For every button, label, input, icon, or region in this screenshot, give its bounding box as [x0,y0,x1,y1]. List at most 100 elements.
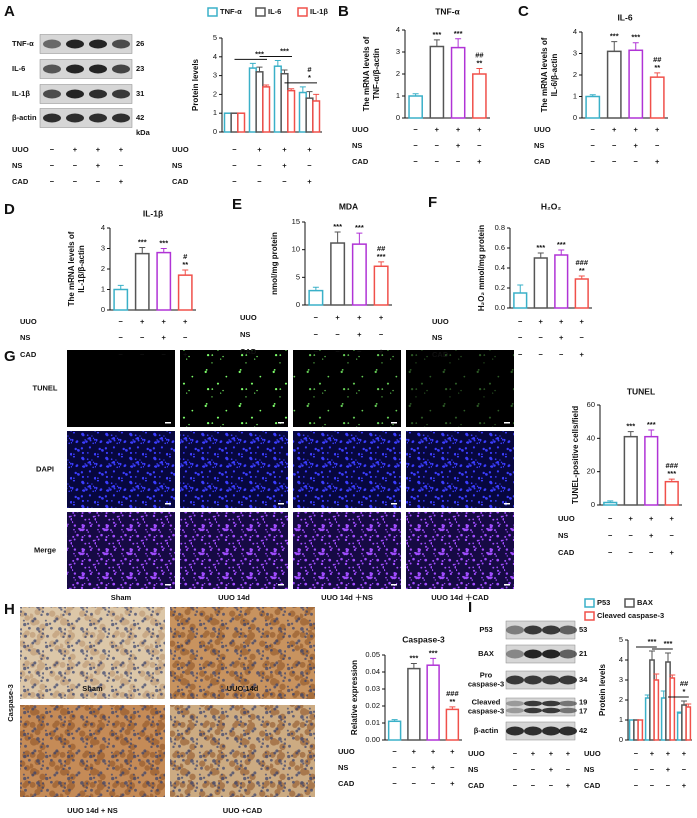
condition-mark: − [232,177,237,186]
condition-mark: + [379,347,384,356]
error-bar [256,66,263,72]
condition-mark: + [96,145,101,154]
y-tick-label: 0 [396,113,400,122]
legend-swatch [297,7,308,17]
condition-label: NS [172,161,182,170]
error-bar [139,246,146,254]
condition-mark: − [435,141,440,150]
condition-mark: + [450,747,455,756]
error-bar [649,650,655,660]
y-tick-label: 0.6 [495,243,505,252]
significance-label: ### [665,461,678,470]
y-tick-label: 3 [213,71,217,80]
condition-label: UUO [172,145,189,154]
blot-band [506,649,524,659]
condition-label: UUO [240,313,257,322]
condition-mark: − [50,145,55,154]
condition-mark: − [608,514,613,523]
micrograph-signal [293,431,401,508]
condition-label: NS [432,333,442,342]
condition-label: NS [558,531,568,540]
condition-mark: + [73,145,78,154]
condition-mark: + [649,531,654,540]
y-tick-label: 1 [101,284,105,293]
significance-label: *** [647,420,656,429]
significance-label: ### [446,689,459,698]
panel-letter: B [338,3,349,20]
scale-bar [278,422,284,424]
condition-mark: − [282,177,287,186]
blot-label: β-actin [474,726,499,735]
error-bar [117,284,124,290]
error-bar [578,275,585,279]
y-tick-label: 1 [213,108,217,117]
bar [134,252,150,311]
legend-swatch [255,7,266,17]
significance-label: * [683,687,686,696]
blot-kda: 34 [579,675,588,684]
image-row-label: TUNEL [33,383,58,392]
blot-label: Cleaved [472,697,501,706]
y-tick-label: 4 [619,655,623,664]
chart-title: MDA [339,201,358,211]
condition-mark: − [257,161,262,170]
significance-label: ## [680,679,689,688]
condition-mark: + [431,747,436,756]
condition-mark: + [629,514,634,523]
bar [554,254,569,309]
condition-mark: + [650,749,655,758]
condition-mark: − [413,141,418,150]
condition-label: NS [338,763,348,772]
blot-band [66,64,84,74]
significance-label: *** [280,47,289,56]
y-tick-label: 3 [396,47,400,56]
bar [330,242,346,306]
condition-label: NS [534,141,544,150]
condition-mark: − [531,765,536,774]
condition-mark: + [456,125,461,134]
blot-band [89,64,107,74]
blot-kda: 23 [136,64,144,73]
scale-bar [391,584,397,586]
error-bar [611,41,618,52]
condition-mark: − [682,765,687,774]
condition-mark: + [412,747,417,756]
chart-title: TNF-α [435,6,460,16]
condition-mark: − [314,330,319,339]
blot-band [112,39,130,49]
condition-mark: − [539,333,544,342]
image-column-label: UUO 14d ＋NS [321,593,373,602]
condition-mark: + [335,313,340,322]
y-tick-label: 2 [101,264,105,273]
blot-band [559,649,577,659]
y-tick-label: 15 [292,217,300,226]
error-bar [281,69,288,74]
blot-label: P53 [479,625,492,634]
blot-band [542,625,560,635]
condition-mark: + [539,317,544,326]
image-caption: Sham [82,684,103,693]
condition-label: CAD [240,347,257,356]
condition-label: CAD [432,350,449,359]
blot-band [524,649,542,659]
y-tick-label: 5 [296,272,300,281]
condition-mark: + [435,125,440,134]
condition-mark: − [392,747,397,756]
bar [533,257,548,309]
blot-label: TNF-α [12,39,34,48]
error-bar [558,249,565,255]
bar [407,667,421,741]
condition-label: CAD [584,781,601,790]
error-bar [249,62,256,69]
image-side-label: Caspase-3 [6,684,15,722]
condition-mark: + [183,317,188,326]
image-column-label: UUO 14d [218,593,250,602]
y-tick-label: 2 [573,70,577,79]
blot-strip [39,59,133,79]
micrograph-signal [67,512,175,589]
y-tick-label: 0.4 [495,263,505,272]
condition-mark: + [682,749,687,758]
error-bar [685,703,692,707]
legend-swatch [584,611,595,621]
error-bar [312,286,319,291]
